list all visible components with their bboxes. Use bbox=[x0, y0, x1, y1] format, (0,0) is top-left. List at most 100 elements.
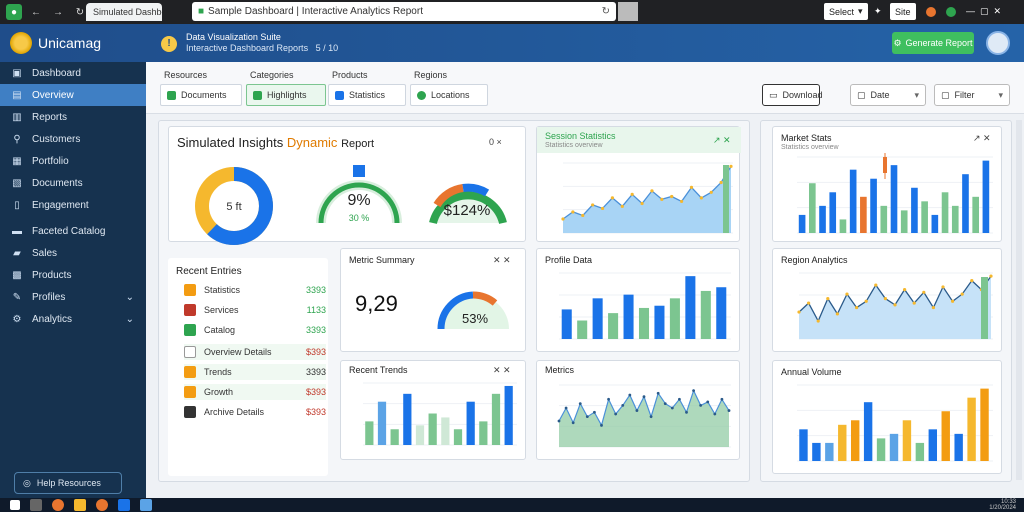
forward-icon[interactable]: → bbox=[53, 6, 63, 18]
donut-chart: 5 ft bbox=[195, 167, 273, 245]
scrollbar[interactable] bbox=[1016, 120, 1022, 480]
sidebar-item-engagement[interactable]: ▯ Engagement bbox=[0, 194, 146, 216]
help-resources-button[interactable]: ◎ Help Resources bbox=[14, 472, 122, 494]
site-button[interactable]: Site bbox=[890, 3, 916, 20]
entry-label: Services bbox=[204, 305, 239, 315]
sidebar-item-catalog[interactable]: ▬ Faceted Catalog bbox=[0, 220, 146, 242]
reload-icon[interactable]: ↻ bbox=[75, 6, 85, 18]
data-point bbox=[816, 319, 820, 323]
sidebar-item-portfolio[interactable]: ▦ Portfolio bbox=[0, 150, 146, 172]
refresh-icon[interactable]: ↻ bbox=[601, 6, 610, 17]
highlight-bar bbox=[723, 165, 729, 233]
bar bbox=[819, 205, 826, 233]
avatar[interactable] bbox=[986, 31, 1010, 55]
recent-trends-icons[interactable]: ✕ ✕ bbox=[493, 365, 511, 375]
extension-icon-green[interactable] bbox=[946, 3, 956, 20]
chevron-down-icon[interactable]: ⌄ bbox=[125, 291, 134, 303]
insights-title-main: Simulated Insights bbox=[177, 135, 284, 150]
data-point bbox=[663, 402, 667, 406]
window-controls[interactable]: — ▢ ✕ bbox=[966, 6, 1002, 16]
filter-label-regions: Regions bbox=[414, 70, 448, 80]
mail-icon[interactable] bbox=[140, 499, 152, 511]
chrome-icon[interactable] bbox=[96, 499, 108, 511]
url-extension[interactable] bbox=[618, 2, 638, 21]
filter-statistics[interactable]: Statistics bbox=[328, 84, 406, 106]
metrics-title: Metrics bbox=[545, 365, 574, 375]
metric-summary-panel: Metric Summary ✕ ✕ 9,29 53% bbox=[340, 248, 526, 352]
date-label: Date bbox=[870, 90, 890, 100]
list-item[interactable]: Overview Details $393 bbox=[184, 344, 326, 360]
sidebar-item-products[interactable]: ▩ Products bbox=[0, 264, 146, 286]
list-item[interactable]: Growth $393 bbox=[184, 384, 326, 400]
extension-icon-orange[interactable] bbox=[926, 3, 936, 20]
metric-gauge: 53% bbox=[437, 291, 509, 330]
warning-icon[interactable]: ! bbox=[161, 36, 177, 52]
list-item[interactable]: Statistics 3393 bbox=[184, 282, 326, 298]
entry-label: Catalog bbox=[204, 325, 236, 335]
bar bbox=[365, 421, 374, 445]
gauge1-value: 9% bbox=[347, 192, 370, 209]
filter-highlights[interactable]: Highlights bbox=[246, 84, 326, 106]
browser-taskbar-icon[interactable] bbox=[52, 499, 64, 511]
market-stats-icons[interactable]: ↗ ✕ bbox=[973, 133, 991, 143]
sidebar-item-overview[interactable]: ▤ Overview bbox=[0, 84, 146, 106]
bar bbox=[700, 290, 711, 339]
sidebar-item-analytics[interactable]: ⚙ Analytics ⌄ bbox=[0, 308, 146, 330]
data-point bbox=[581, 213, 585, 218]
list-item[interactable]: Services 1133 bbox=[184, 302, 326, 318]
date-select[interactable]: ▢ Date ▾ bbox=[850, 84, 926, 106]
sidebar-item-reports[interactable]: ▥ Reports bbox=[0, 106, 146, 128]
insights-close-icon[interactable]: 0 × bbox=[489, 137, 502, 147]
gauge2-accent bbox=[433, 184, 464, 208]
select-dropdown[interactable]: Select ▾ bbox=[824, 3, 868, 20]
bar bbox=[860, 196, 867, 233]
sidebar-item-home[interactable]: ▣ Dashboard bbox=[0, 62, 146, 84]
panel-close-icon[interactable]: ✕ ✕ bbox=[493, 255, 511, 265]
sidebar-item-label: Dashboard bbox=[32, 67, 81, 79]
taskview-icon[interactable] bbox=[30, 499, 42, 511]
bar bbox=[561, 309, 572, 339]
url-text: Sample Dashboard | Interactive Analytics… bbox=[208, 6, 423, 17]
market-stats-subtitle: Statistics overview bbox=[781, 144, 839, 151]
entry-label: Statistics bbox=[204, 285, 241, 295]
sidebar-item-label: Profiles bbox=[32, 291, 66, 303]
data-point bbox=[621, 403, 625, 407]
generate-report-button[interactable]: ⚙ Generate Report bbox=[892, 32, 974, 54]
list-item[interactable]: Trends 3393 bbox=[184, 364, 326, 380]
session-stats-icons[interactable]: ↗ ✕ bbox=[713, 135, 731, 145]
sidebar-item-label: Documents bbox=[32, 177, 83, 189]
bar bbox=[876, 438, 886, 461]
bar bbox=[638, 307, 650, 339]
donut-slice bbox=[195, 167, 273, 245]
chevron-down-icon[interactable]: ⌄ bbox=[125, 313, 134, 325]
profile-icon[interactable]: ● bbox=[6, 4, 22, 20]
filter-documents[interactable]: Documents bbox=[160, 84, 242, 106]
app-header: Unicamag ! Data Visualization Suite Inte… bbox=[0, 24, 1024, 62]
list-item[interactable]: Catalog 3393 bbox=[184, 322, 326, 338]
data-point bbox=[670, 406, 674, 410]
data-point bbox=[720, 397, 724, 401]
address-bar[interactable]: ■ Sample Dashboard | Interactive Analyti… bbox=[192, 2, 616, 21]
start-icon[interactable] bbox=[10, 500, 20, 510]
data-point bbox=[660, 197, 664, 201]
browser-tab[interactable]: Simulated Dashboard × bbox=[86, 3, 162, 21]
gauge-chart-2: $124% bbox=[429, 183, 507, 225]
header-title-block: Data Visualization Suite Interactive Das… bbox=[186, 32, 338, 54]
list-item[interactable]: Archive Details $393 bbox=[184, 404, 326, 420]
sidebar-item-customers[interactable]: ⚲ Customers bbox=[0, 128, 146, 150]
sidebar-item-profiles[interactable]: ✎ Profiles ⌄ bbox=[0, 286, 146, 308]
filter-select[interactable]: ▢ Filter ▾ bbox=[934, 84, 1010, 106]
data-point bbox=[564, 406, 568, 410]
back-icon[interactable]: ← bbox=[31, 6, 41, 18]
star-icon[interactable]: ✦ bbox=[874, 6, 882, 16]
download-button[interactable]: ▭ Download bbox=[762, 84, 823, 106]
folder-icon[interactable] bbox=[74, 499, 86, 511]
profiles-icon: ✎ bbox=[12, 291, 22, 303]
sidebar-item-documents[interactable]: ▧ Documents bbox=[0, 172, 146, 194]
sidebar-item-sales[interactable]: ▰ Sales bbox=[0, 242, 146, 264]
data-point bbox=[620, 204, 624, 208]
app-taskbar-icon[interactable] bbox=[118, 499, 130, 511]
filter-locations[interactable]: Locations bbox=[410, 84, 488, 106]
metric-value: 9,29 bbox=[355, 291, 398, 316]
market-stats-title: Market Stats bbox=[781, 133, 832, 143]
